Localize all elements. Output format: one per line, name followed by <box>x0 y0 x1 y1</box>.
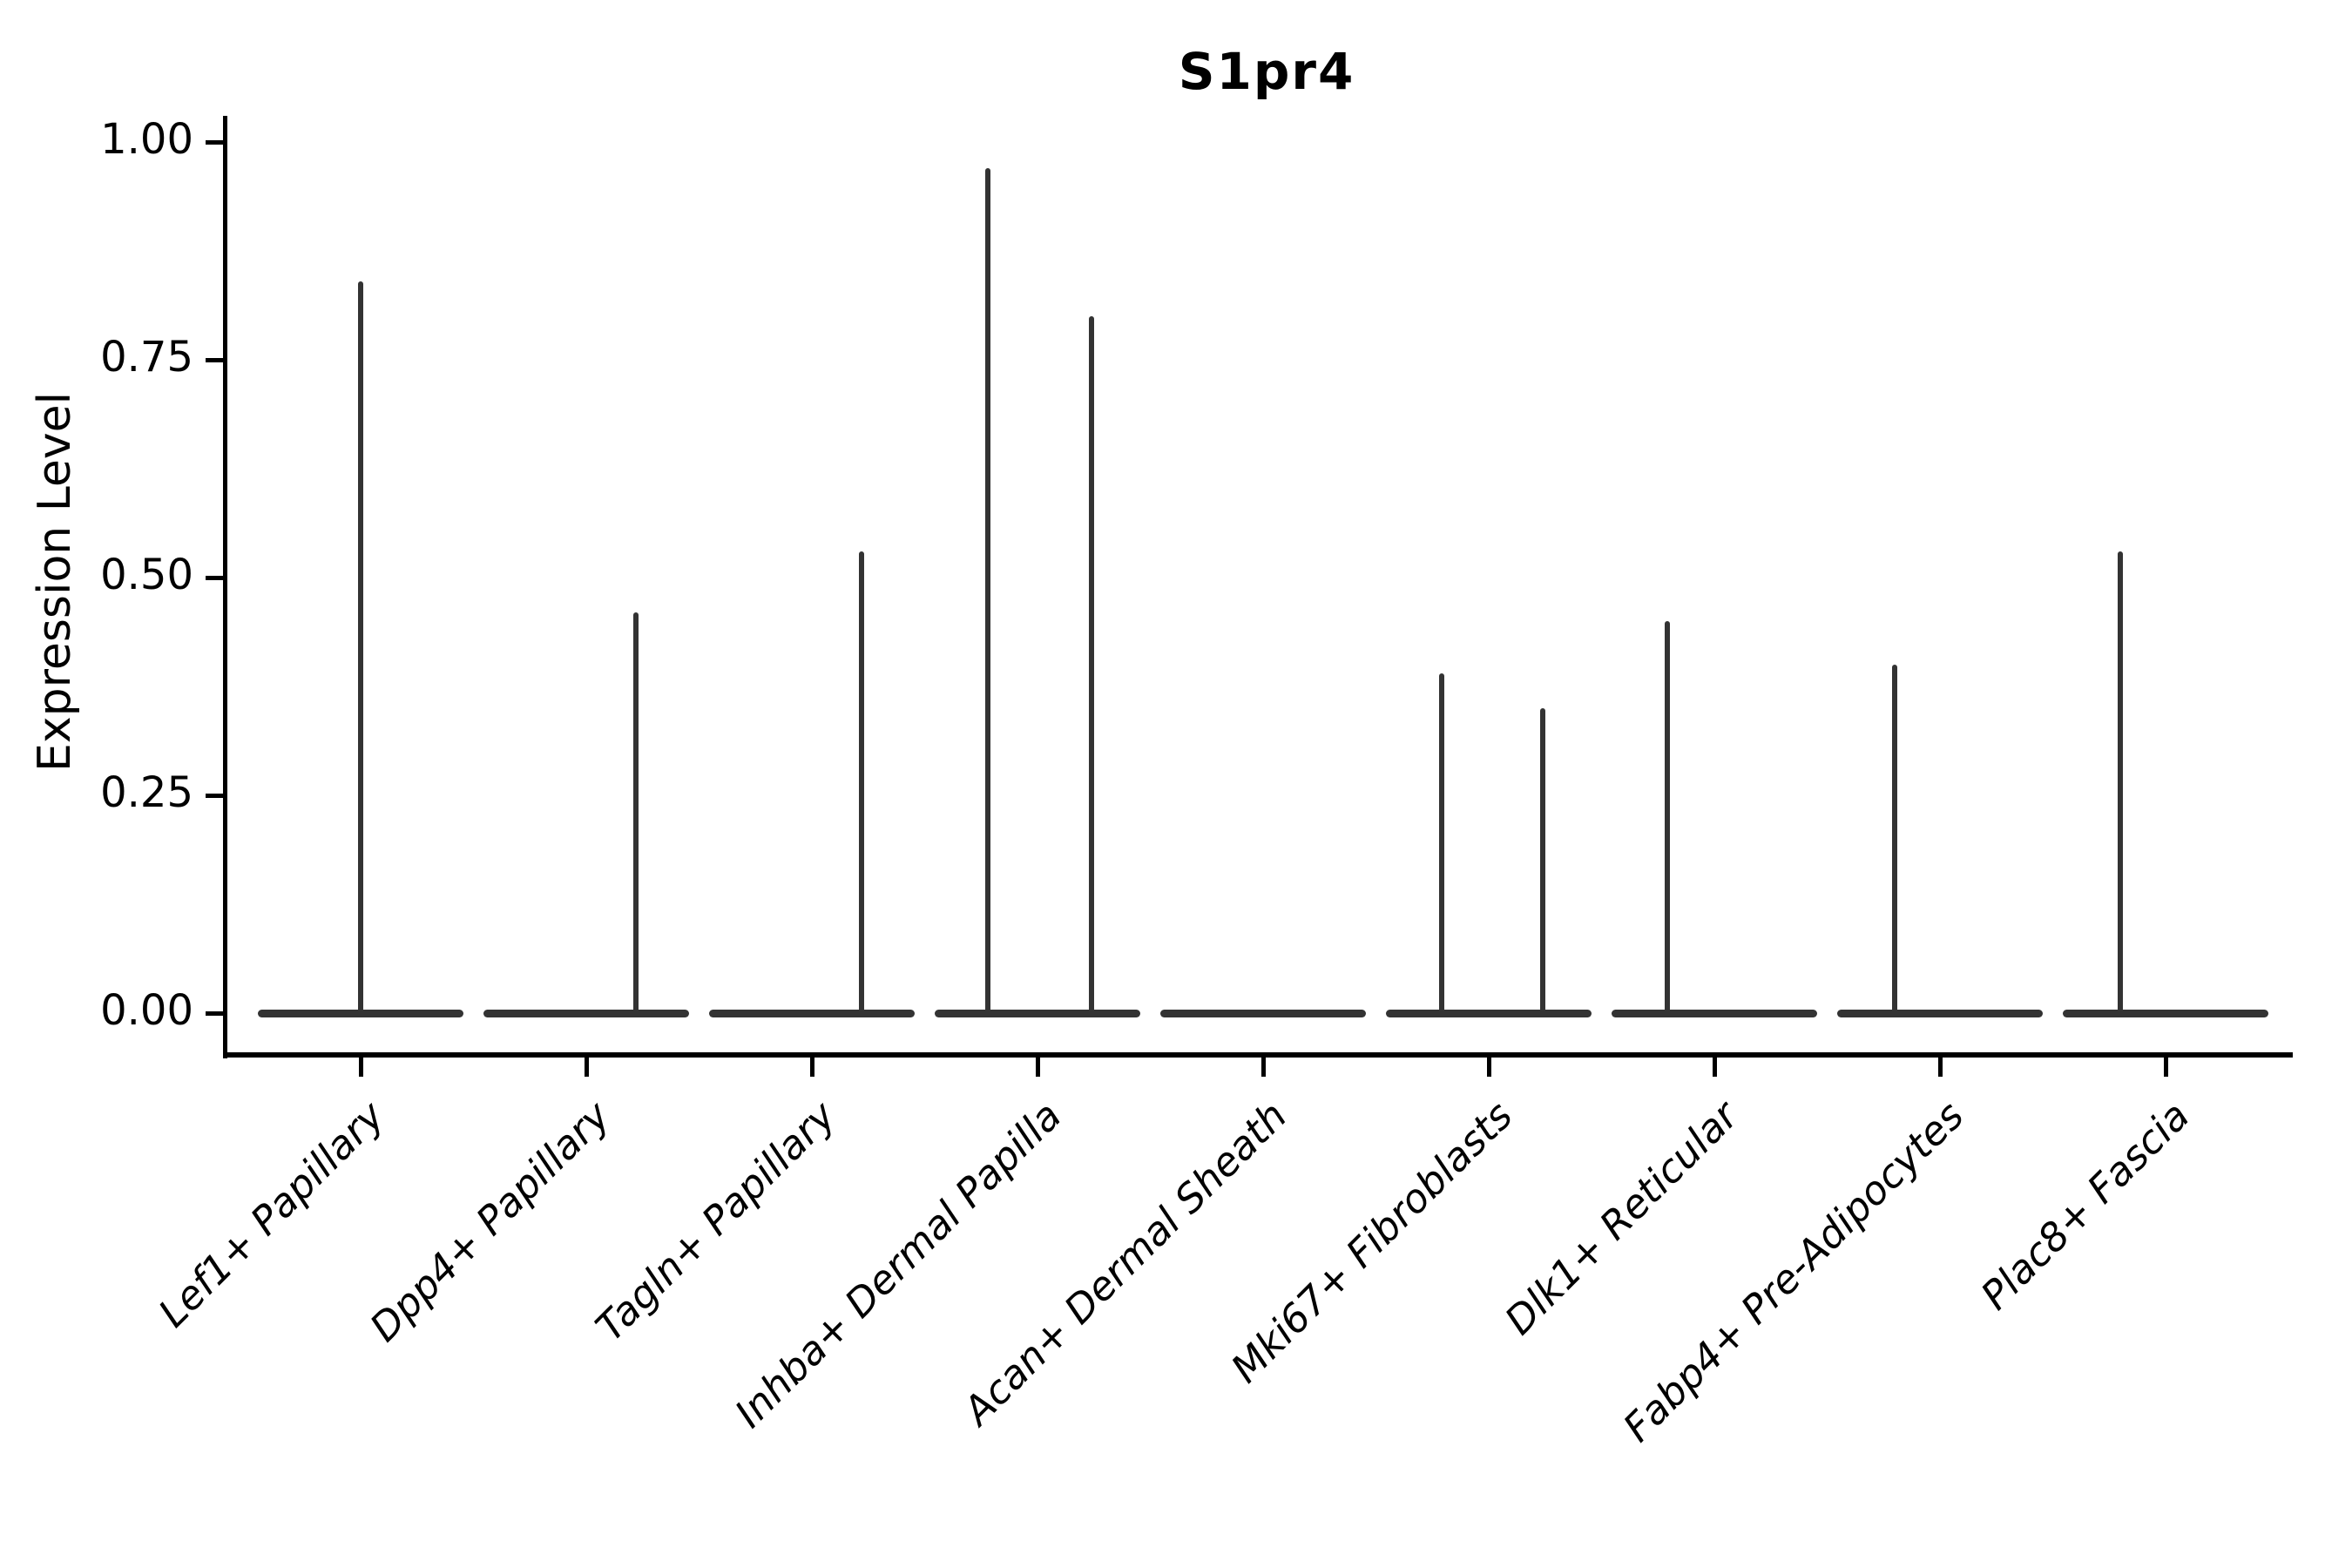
violin-body <box>2063 1009 2268 1017</box>
violin-max-spike <box>2118 551 2124 1013</box>
x-tick-label: Mki67+ Fibroblasts <box>1221 1092 1522 1392</box>
x-tick-mark <box>1712 1058 1717 1077</box>
y-tick-mark <box>206 575 225 580</box>
violin-body <box>935 1009 1140 1017</box>
violin-max-spike <box>985 168 991 1013</box>
y-tick-label: 0.75 <box>100 333 193 382</box>
y-tick-label: 0.00 <box>100 986 193 1035</box>
violin-body <box>1612 1009 1817 1017</box>
violin-max-spike <box>1892 665 1898 1013</box>
x-tick-label: Inhba+ Dermal Papilla <box>726 1092 1071 1437</box>
y-tick-label: 1.00 <box>100 115 193 164</box>
x-tick-label: Dpp4+ Papillary <box>361 1092 619 1351</box>
violin-body <box>709 1009 915 1017</box>
y-tick-mark <box>206 139 225 145</box>
x-tick-label: Tagln+ Papillary <box>586 1092 845 1350</box>
x-tick-label: Fabp4+ Pre-Adipocytes <box>1614 1092 1973 1451</box>
x-tick-label: Acan+ Dermal Sheath <box>954 1092 1296 1434</box>
x-tick-mark <box>584 1058 589 1077</box>
y-tick-mark <box>206 793 225 798</box>
x-tick-mark <box>1937 1058 1943 1077</box>
x-tick-mark <box>358 1058 363 1077</box>
violin-max-spike <box>1664 621 1670 1013</box>
x-tick-mark <box>1486 1058 1491 1077</box>
violin-body <box>1160 1009 1366 1017</box>
x-tick-mark <box>1260 1058 1266 1077</box>
violin-body <box>1837 1009 2043 1017</box>
x-tick-label: Plac8+ Fascia <box>1971 1092 2199 1319</box>
violin-body <box>1386 1009 1592 1017</box>
x-tick-mark <box>2163 1058 2168 1077</box>
violin-body <box>258 1009 463 1017</box>
violin-max-spike <box>1089 316 1095 1013</box>
y-tick-mark <box>206 357 225 362</box>
violin-max-spike <box>1540 708 1546 1013</box>
violin-body <box>483 1009 689 1017</box>
violin-max-spike <box>1438 673 1444 1013</box>
x-tick-mark <box>809 1058 814 1077</box>
y-tick-label: 0.50 <box>100 551 193 599</box>
plot-title: S1pr4 <box>1178 42 1355 101</box>
violin-max-spike <box>858 551 864 1013</box>
y-tick-mark <box>206 1010 225 1016</box>
x-tick-mark <box>1035 1058 1040 1077</box>
y-axis-line <box>223 116 227 1058</box>
violin-max-spike <box>632 612 639 1013</box>
x-tick-label: Dlk1+ Reticular <box>1496 1092 1747 1344</box>
y-tick-label: 0.25 <box>100 768 193 817</box>
violin-max-spike <box>358 281 363 1013</box>
x-axis-line <box>223 1052 2293 1058</box>
